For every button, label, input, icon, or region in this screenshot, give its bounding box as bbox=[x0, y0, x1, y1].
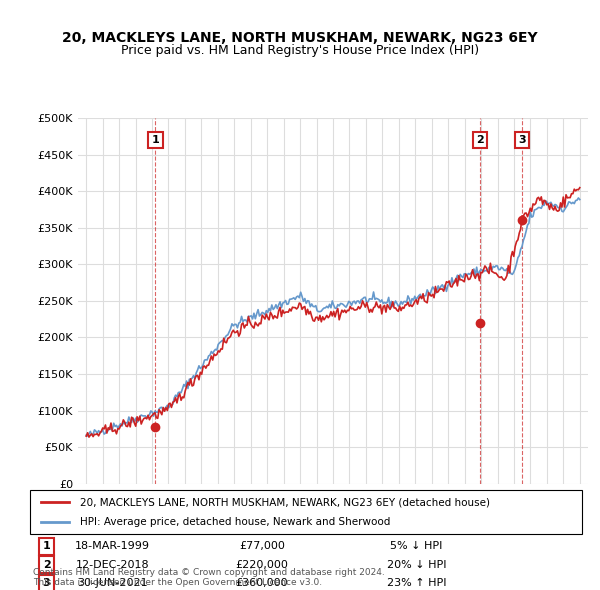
Text: 20% ↓ HPI: 20% ↓ HPI bbox=[386, 560, 446, 570]
Text: 30-JUN-2021: 30-JUN-2021 bbox=[77, 578, 148, 588]
Text: 18-MAR-1999: 18-MAR-1999 bbox=[76, 541, 151, 551]
Text: 20, MACKLEYS LANE, NORTH MUSKHAM, NEWARK, NG23 6EY: 20, MACKLEYS LANE, NORTH MUSKHAM, NEWARK… bbox=[62, 31, 538, 45]
Text: Contains HM Land Registry data © Crown copyright and database right 2024.
This d: Contains HM Land Registry data © Crown c… bbox=[33, 568, 385, 587]
Text: £360,000: £360,000 bbox=[236, 578, 288, 588]
Text: HPI: Average price, detached house, Newark and Sherwood: HPI: Average price, detached house, Newa… bbox=[80, 517, 390, 526]
Text: 1: 1 bbox=[43, 541, 50, 551]
Text: £77,000: £77,000 bbox=[239, 541, 285, 551]
Text: £220,000: £220,000 bbox=[235, 560, 288, 570]
Text: 5% ↓ HPI: 5% ↓ HPI bbox=[390, 541, 443, 551]
Text: 23% ↑ HPI: 23% ↑ HPI bbox=[386, 578, 446, 588]
Text: Price paid vs. HM Land Registry's House Price Index (HPI): Price paid vs. HM Land Registry's House … bbox=[121, 44, 479, 57]
Text: 3: 3 bbox=[518, 135, 526, 145]
Text: 2: 2 bbox=[43, 560, 50, 570]
Text: 2: 2 bbox=[476, 135, 484, 145]
Text: 1: 1 bbox=[152, 135, 160, 145]
Text: 20, MACKLEYS LANE, NORTH MUSKHAM, NEWARK, NG23 6EY (detached house): 20, MACKLEYS LANE, NORTH MUSKHAM, NEWARK… bbox=[80, 497, 490, 507]
Text: 12-DEC-2018: 12-DEC-2018 bbox=[76, 560, 149, 570]
FancyBboxPatch shape bbox=[30, 490, 582, 534]
Text: 3: 3 bbox=[43, 578, 50, 588]
